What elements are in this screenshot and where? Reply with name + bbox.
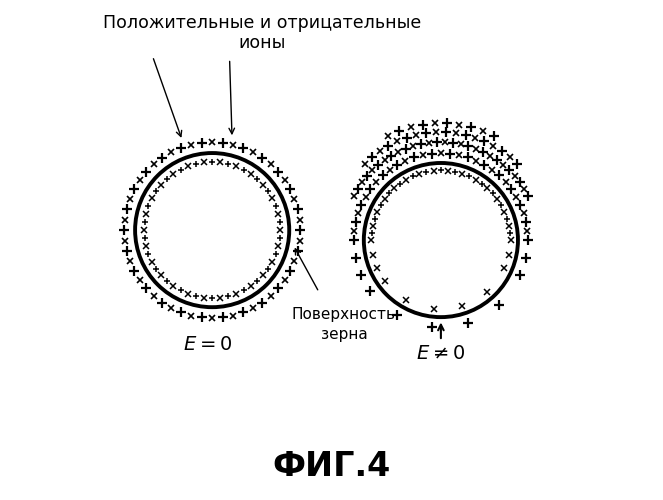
Text: ФИГ.4: ФИГ.4 bbox=[272, 450, 391, 483]
Text: Поверхность: Поверхность bbox=[292, 307, 396, 322]
Text: зерна: зерна bbox=[320, 327, 367, 342]
Text: ионы: ионы bbox=[238, 34, 286, 52]
Text: $\mathit{E}\neq 0$: $\mathit{E}\neq 0$ bbox=[416, 344, 465, 364]
Text: $\mathit{E}=0$: $\mathit{E}=0$ bbox=[182, 334, 232, 353]
Text: Положительные и отрицательные: Положительные и отрицательные bbox=[103, 14, 421, 32]
